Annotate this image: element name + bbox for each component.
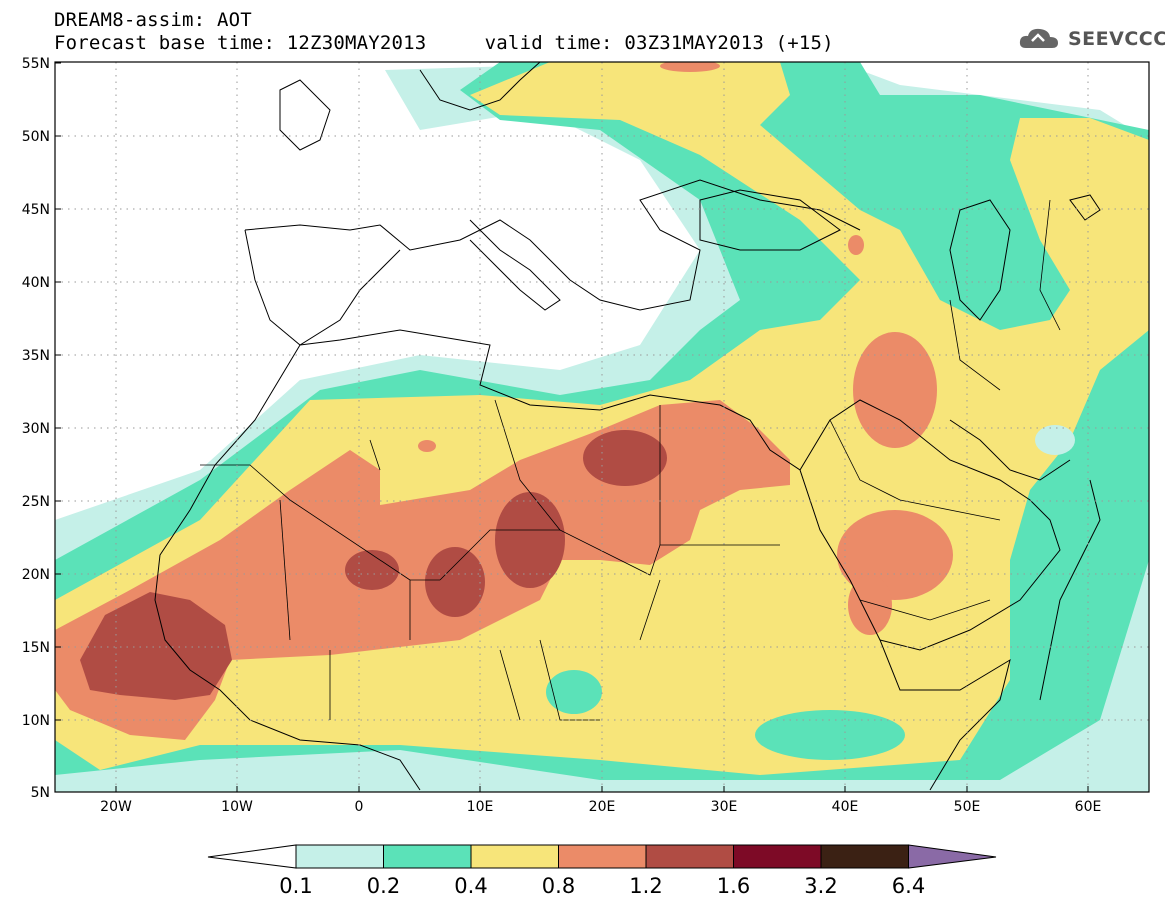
base-time-label: Forecast base time: 12Z30MAY2013 [54, 32, 427, 54]
aot-band-1.2-niger [425, 547, 485, 617]
colorbar-label: 1.6 [717, 874, 750, 898]
aot-band-1.2-libya [583, 430, 667, 486]
colorbar-label: 1.2 [629, 874, 662, 898]
aot-patch-orange-libya [418, 440, 436, 452]
africa-coast [299, 329, 1011, 791]
colorbar-cell [733, 844, 822, 869]
aot-band-0.8 [55, 400, 790, 740]
aral-sea [1069, 194, 1101, 221]
lat-label: 40N [22, 275, 50, 291]
forecast-time-line: Forecast base time: 12Z30MAY2013 valid t… [54, 33, 834, 53]
lat-label: 50N [22, 129, 50, 145]
lon-label: 0 [355, 799, 364, 815]
west-africa-coast [154, 344, 421, 791]
iberia-coast [244, 229, 401, 346]
colorbar-cell [295, 844, 384, 869]
colorbar-cell [383, 844, 472, 869]
lon-label: 30E [711, 799, 738, 815]
logo-text: SEEVCCC [1068, 28, 1165, 50]
tick-marks [55, 62, 1089, 793]
italy-coast [469, 219, 561, 311]
europe-coast [244, 179, 861, 311]
persian-gulf [949, 419, 1071, 481]
lon-label: 50E [954, 799, 981, 815]
aot-patch-orange-redsea [848, 575, 892, 635]
aot-band-1.2-chad [495, 492, 565, 588]
colorbar-label: 6.4 [892, 874, 925, 898]
cloud-icon [1019, 28, 1058, 48]
colorbar-label: 0.8 [542, 874, 575, 898]
coastlines [154, 61, 1101, 791]
lat-label: 30N [22, 421, 50, 437]
lat-label: 15N [22, 640, 50, 656]
lat-label: 10N [22, 713, 50, 729]
lat-label: 20N [22, 567, 50, 583]
colorbar-label: 0.1 [279, 874, 312, 898]
valid-time-label: valid time: 03Z31MAY2013 (+15) [484, 32, 834, 54]
colorbar-high-arrow [908, 844, 997, 869]
colorbar-cell [470, 844, 559, 869]
lat-label: 35N [22, 348, 50, 364]
lat-label: 55N [22, 56, 50, 72]
lat-label: 25N [22, 494, 50, 510]
seevccc-logo [1019, 28, 1058, 48]
aot-patch-orange-north [660, 62, 720, 72]
lat-label: 45N [22, 202, 50, 218]
aot-patch-orange-caucasus [848, 235, 864, 255]
aot-band-1.2-mali [345, 550, 399, 590]
colorbar-cell [558, 844, 647, 869]
scandinavia-coast [419, 61, 541, 111]
aot-patch-orange-arabia [853, 332, 937, 448]
lon-label: 40E [832, 799, 859, 815]
aot-patch-green-2 [755, 710, 905, 760]
lon-label: 20E [589, 799, 616, 815]
lon-label: 60E [1075, 799, 1102, 815]
india-coast [1039, 479, 1101, 701]
colorbar-label: 3.2 [804, 874, 837, 898]
borders [200, 199, 1061, 721]
black-sea [699, 189, 841, 251]
lon-label: 10E [467, 799, 494, 815]
map-title: DREAM8-assim: AOT [54, 9, 252, 31]
arabia-coast [799, 399, 1061, 651]
lat-label: 5N [31, 785, 50, 801]
colorbar-labels: 0.1 0.2 0.4 0.8 1.2 1.6 3.2 6.4 [279, 874, 925, 898]
aot-patch-green-1 [546, 670, 602, 714]
colorbar [207, 844, 997, 869]
uk-coast [279, 79, 331, 151]
lon-label: 20W [100, 799, 132, 815]
colorbar-cell [820, 844, 909, 869]
caspian-sea [949, 199, 1011, 321]
latitude-labels: 55N 50N 45N 40N 35N 30N 25N 20N 15N 10N … [22, 56, 50, 801]
lon-label: 10W [221, 799, 253, 815]
colorbar-low-arrow [207, 844, 297, 869]
longitude-labels: 20W 10W 0 10E 20E 30E 40E 50E 60E [100, 799, 1101, 815]
graticule [55, 62, 1149, 792]
colorbar-label: 0.2 [367, 874, 400, 898]
aot-patch-lightblue-1 [1035, 425, 1075, 455]
colorbar-cell [645, 844, 734, 869]
colorbar-label: 0.4 [454, 874, 487, 898]
